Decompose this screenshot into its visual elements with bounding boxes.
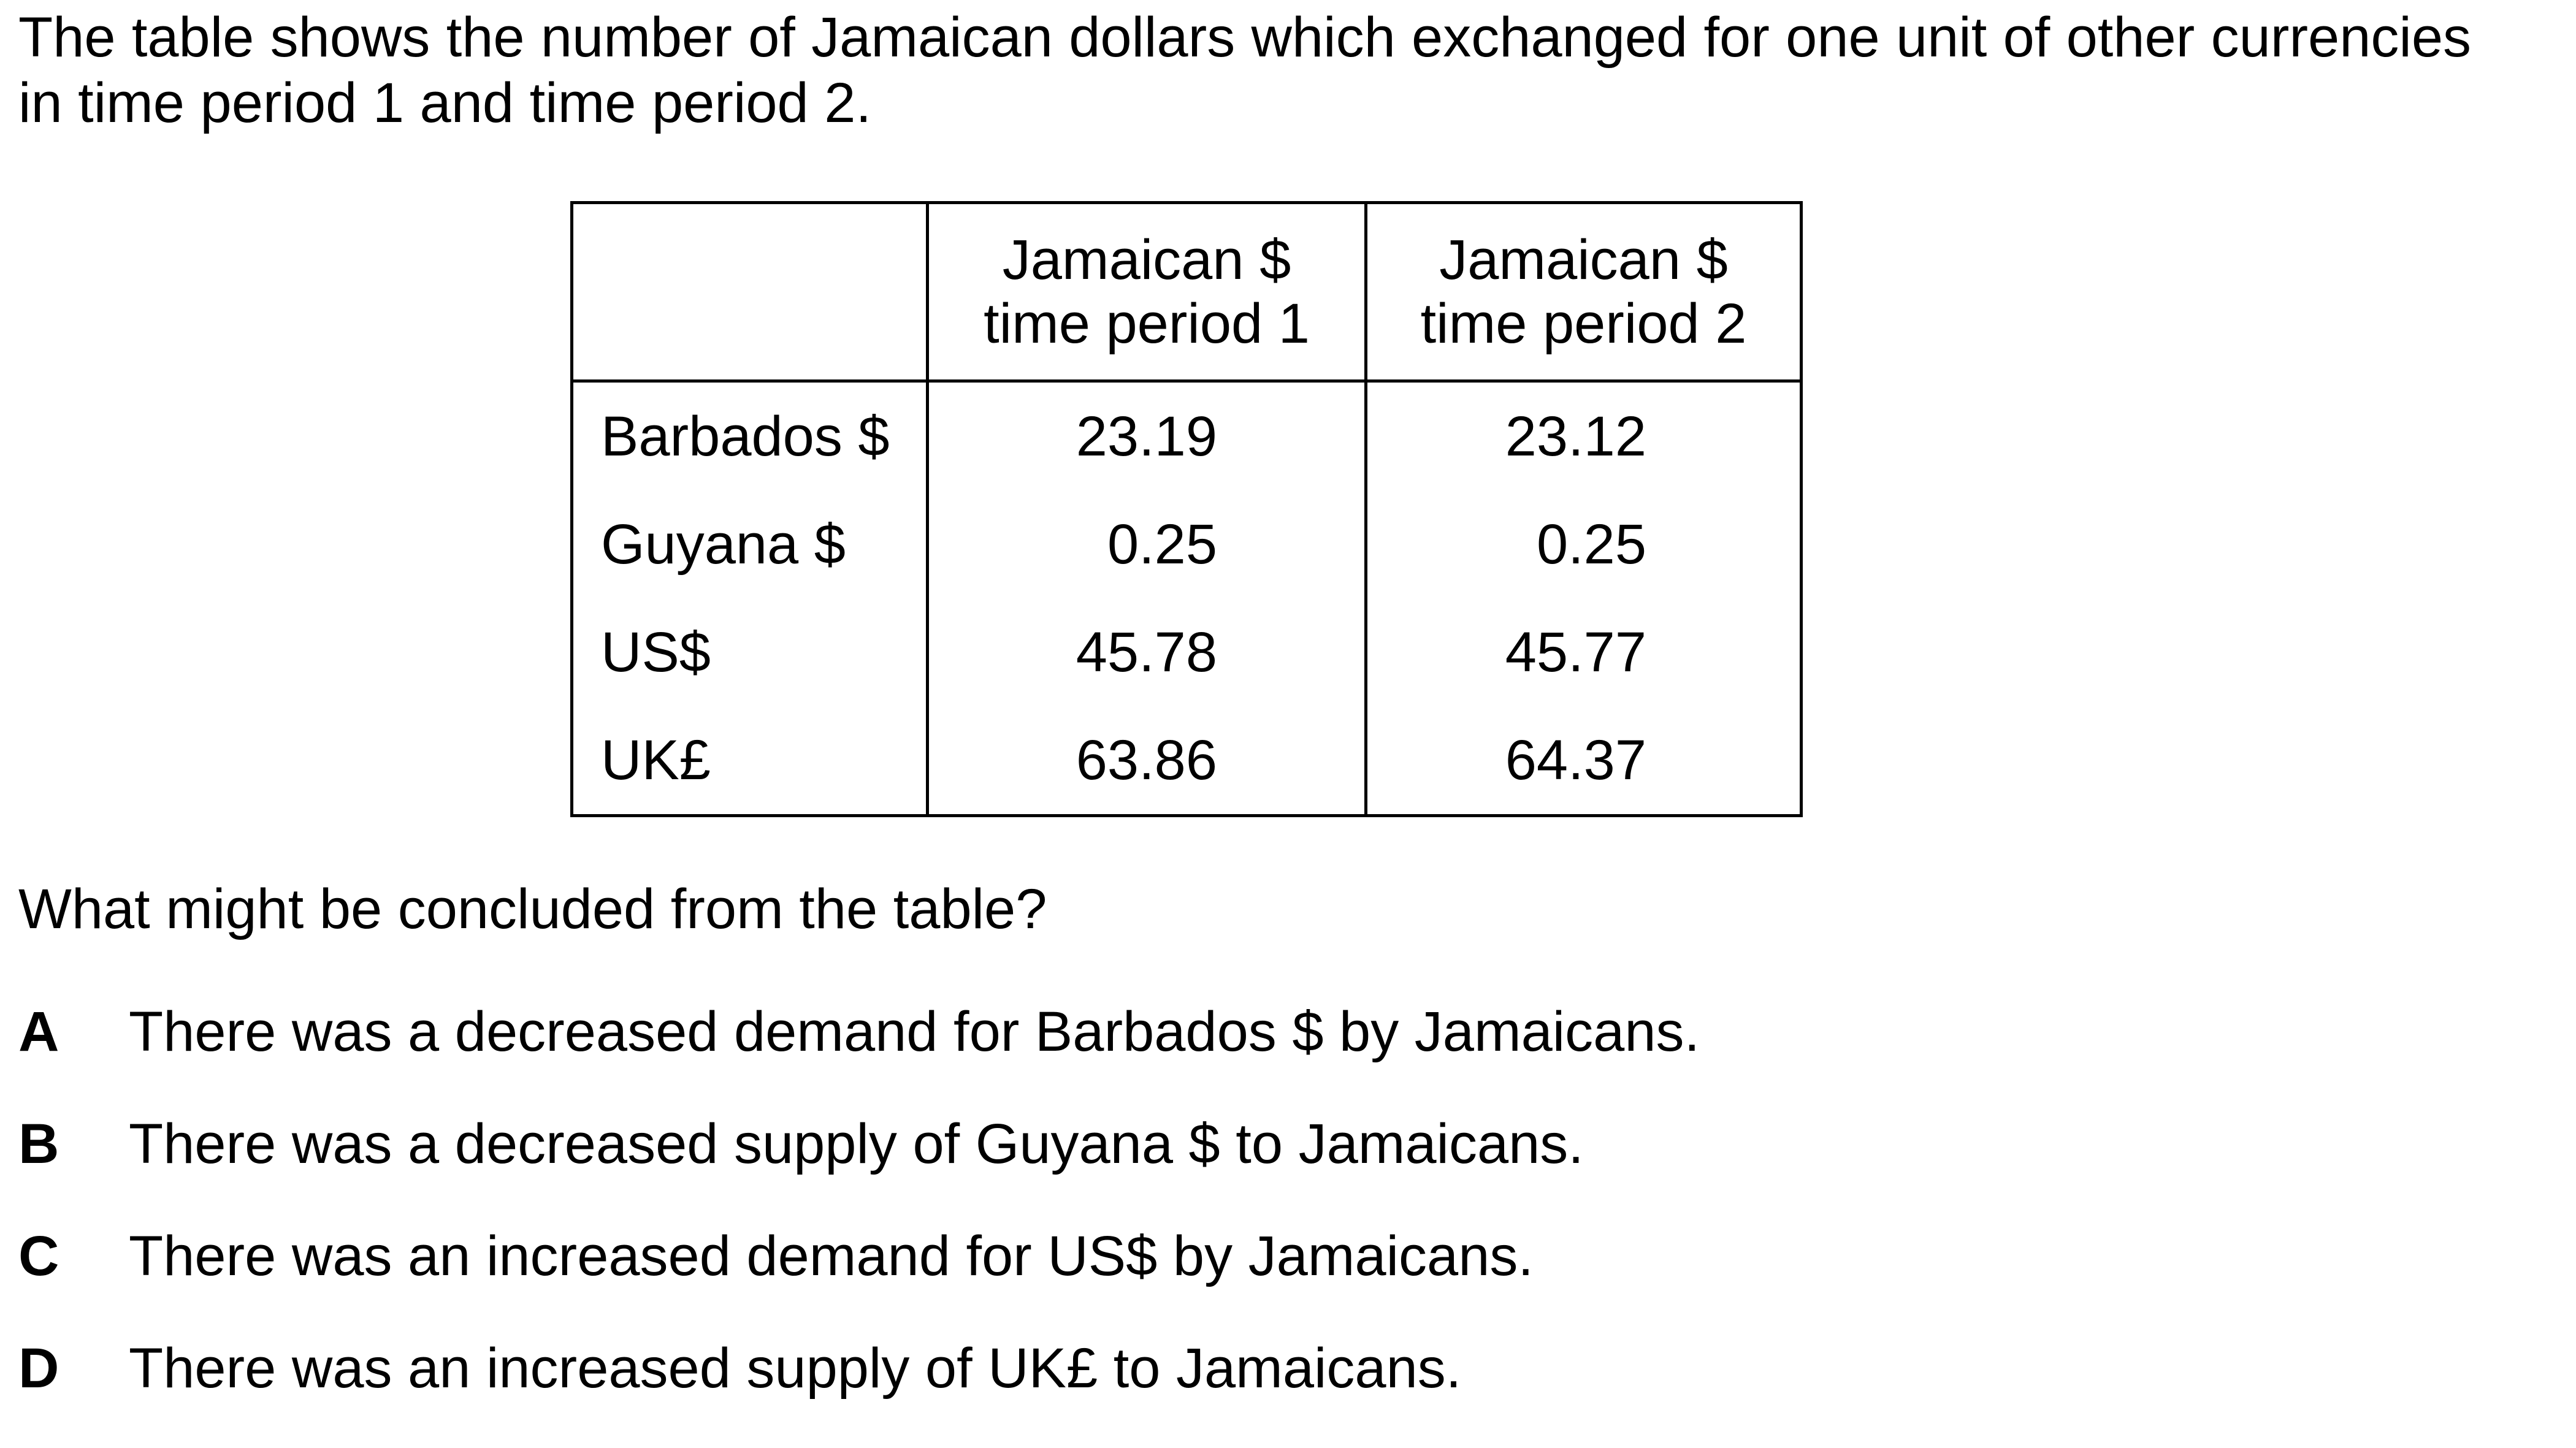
period2-value: 64.37 xyxy=(1364,706,1803,817)
question-intro: The table shows the number of Jamaican d… xyxy=(18,6,2471,134)
period1-value: 23.19 xyxy=(926,381,1367,490)
period2-value: 45.77 xyxy=(1364,598,1803,706)
period1-value: 0.25 xyxy=(926,490,1367,598)
option-text: There was a decreased demand for Barbado… xyxy=(129,1000,1700,1063)
table-header-empty xyxy=(570,201,929,383)
option-text: There was an increased demand for US$ by… xyxy=(129,1225,1534,1287)
option-letter: A xyxy=(18,1000,59,1063)
currency-label: UK£ xyxy=(570,706,929,817)
header-line: Jamaican $ xyxy=(1002,229,1291,291)
option-letter: D xyxy=(18,1337,59,1400)
period1-value: 45.78 xyxy=(926,598,1367,706)
option-text: There was an increased supply of UK£ to … xyxy=(129,1337,1462,1400)
period1-value: 63.86 xyxy=(926,706,1367,817)
period2-value: 0.25 xyxy=(1364,490,1803,598)
header-line: time period 1 xyxy=(984,292,1310,355)
table-header-row: Jamaican $ time period 1 Jamaican $ time… xyxy=(570,201,1803,383)
exchange-rate-table-grid: Jamaican $ time period 1 Jamaican $ time… xyxy=(570,201,1803,817)
exchange-rate-table: Jamaican $ time period 1 Jamaican $ time… xyxy=(570,201,1803,817)
option-letter: C xyxy=(18,1225,59,1287)
table-header-period1: Jamaican $ time period 1 xyxy=(926,201,1367,383)
table-row: US$ 45.78 45.77 xyxy=(570,598,1803,706)
currency-label: Guyana $ xyxy=(570,490,929,598)
table-row: Barbados $ 23.19 23.12 xyxy=(570,381,1803,490)
table-row: UK£ 63.86 64.37 xyxy=(570,706,1803,817)
question-prompt: What might be concluded from the table? xyxy=(18,878,1047,940)
table-header-period2: Jamaican $ time period 2 xyxy=(1364,201,1803,383)
period2-value: 23.12 xyxy=(1364,381,1803,490)
currency-label: US$ xyxy=(570,598,929,706)
currency-label: Barbados $ xyxy=(570,381,929,490)
option-letter: B xyxy=(18,1113,59,1175)
header-line: Jamaican $ xyxy=(1439,229,1728,291)
header-line: time period 2 xyxy=(1420,292,1747,355)
table-row: Guyana $ 0.25 0.25 xyxy=(570,490,1803,598)
option-text: There was a decreased supply of Guyana $… xyxy=(129,1113,1584,1175)
